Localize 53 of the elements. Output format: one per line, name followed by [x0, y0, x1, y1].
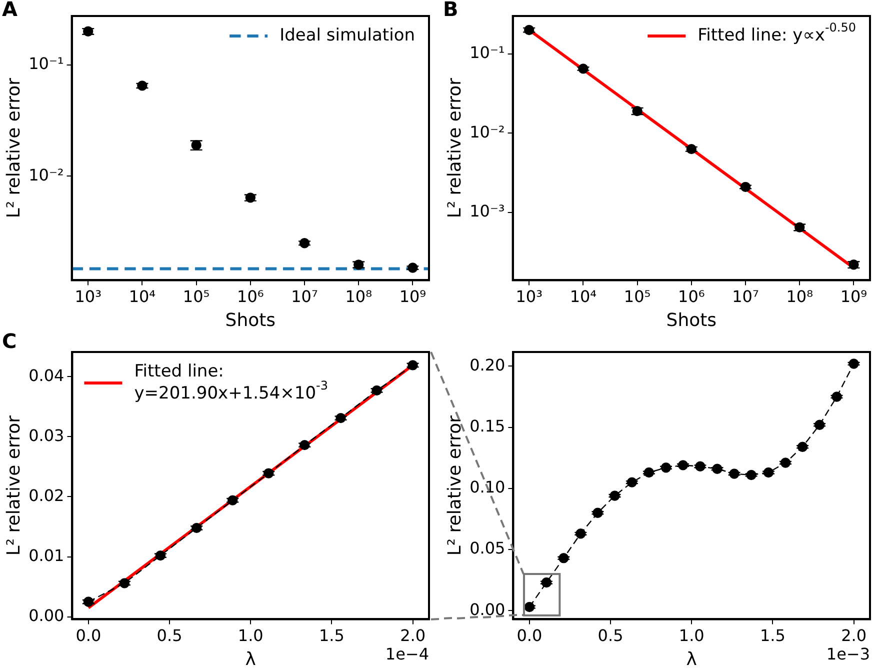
x-tick-label: 2.0 — [400, 626, 426, 645]
legend-label: Ideal simulation — [280, 25, 416, 46]
y-axis-title: L² relative error — [444, 77, 466, 218]
chart-title: C — [2, 329, 17, 354]
x-tick-label: 10⁷ — [732, 286, 759, 306]
x-tick-label: 10⁴ — [570, 286, 597, 306]
x-tick-label: 0.5 — [156, 626, 182, 645]
y-tick-label: 0.00 — [470, 600, 506, 619]
x-tick-label: 10³ — [516, 286, 542, 306]
x-axis-title: Shots — [666, 310, 717, 331]
x-tick-label: 10³ — [74, 286, 102, 306]
x-tick-label: 1.5 — [760, 626, 786, 645]
x-tick-label: 10⁹ — [840, 286, 868, 306]
y-tick-label: 10⁻¹ — [28, 54, 64, 74]
x-tick-label: 10⁵ — [182, 286, 210, 306]
y-axis-title: L² relative error — [3, 77, 24, 218]
text: 1e−3 — [826, 644, 870, 664]
y-tick-label: 0.02 — [28, 486, 64, 505]
y-tick-label: 0.01 — [28, 546, 64, 565]
x-tick-label: 0.0 — [76, 626, 102, 645]
x-tick-label: 2.0 — [841, 626, 867, 645]
x-tick-label: 10⁵ — [624, 286, 651, 306]
text: 1e−4 — [385, 644, 429, 664]
y-tick-label: 10⁻¹ — [470, 43, 505, 62]
x-tick-label: 0.5 — [598, 626, 624, 645]
x-tick-label: 1.0 — [238, 626, 264, 645]
x-tick-label: 10⁶ — [678, 286, 705, 306]
x-tick-label: 1.0 — [678, 626, 704, 645]
y-tick-label: 10⁻² — [470, 122, 505, 142]
y-tick-label: 0.03 — [28, 426, 64, 445]
y-tick-label: 0.00 — [28, 606, 64, 625]
x-tick-label: 10⁶ — [237, 286, 264, 306]
y-tick-label: 0.15 — [470, 416, 506, 436]
x-tick-label: 10⁸ — [345, 286, 372, 306]
x-axis-title: Shots — [225, 310, 276, 331]
x-tick-label: 10⁸ — [786, 286, 814, 306]
x-axis-title: λ — [686, 648, 698, 670]
x-tick-label: 10⁷ — [291, 286, 318, 306]
chart-title: B — [443, 0, 458, 22]
x-axis-title: λ — [245, 648, 256, 670]
y-tick-label: 0.10 — [470, 478, 506, 497]
y-tick-label: 10⁻³ — [470, 202, 505, 221]
y-tick-label: 0.20 — [470, 355, 506, 374]
y-axis-title: L² relative error — [3, 414, 24, 556]
y-tick-label: 0.05 — [470, 538, 506, 558]
y-axis-title: L² relative error — [444, 414, 466, 556]
x-tick-label: 10⁴ — [128, 286, 156, 306]
x-tick-label: 1.5 — [318, 626, 344, 645]
y-tick-label: 10⁻² — [28, 165, 64, 184]
x-tick-label: 0.0 — [516, 626, 542, 645]
x-tick-label: 10⁹ — [399, 286, 426, 306]
chart-title: A — [2, 0, 18, 22]
y-tick-label: 0.04 — [28, 366, 64, 385]
